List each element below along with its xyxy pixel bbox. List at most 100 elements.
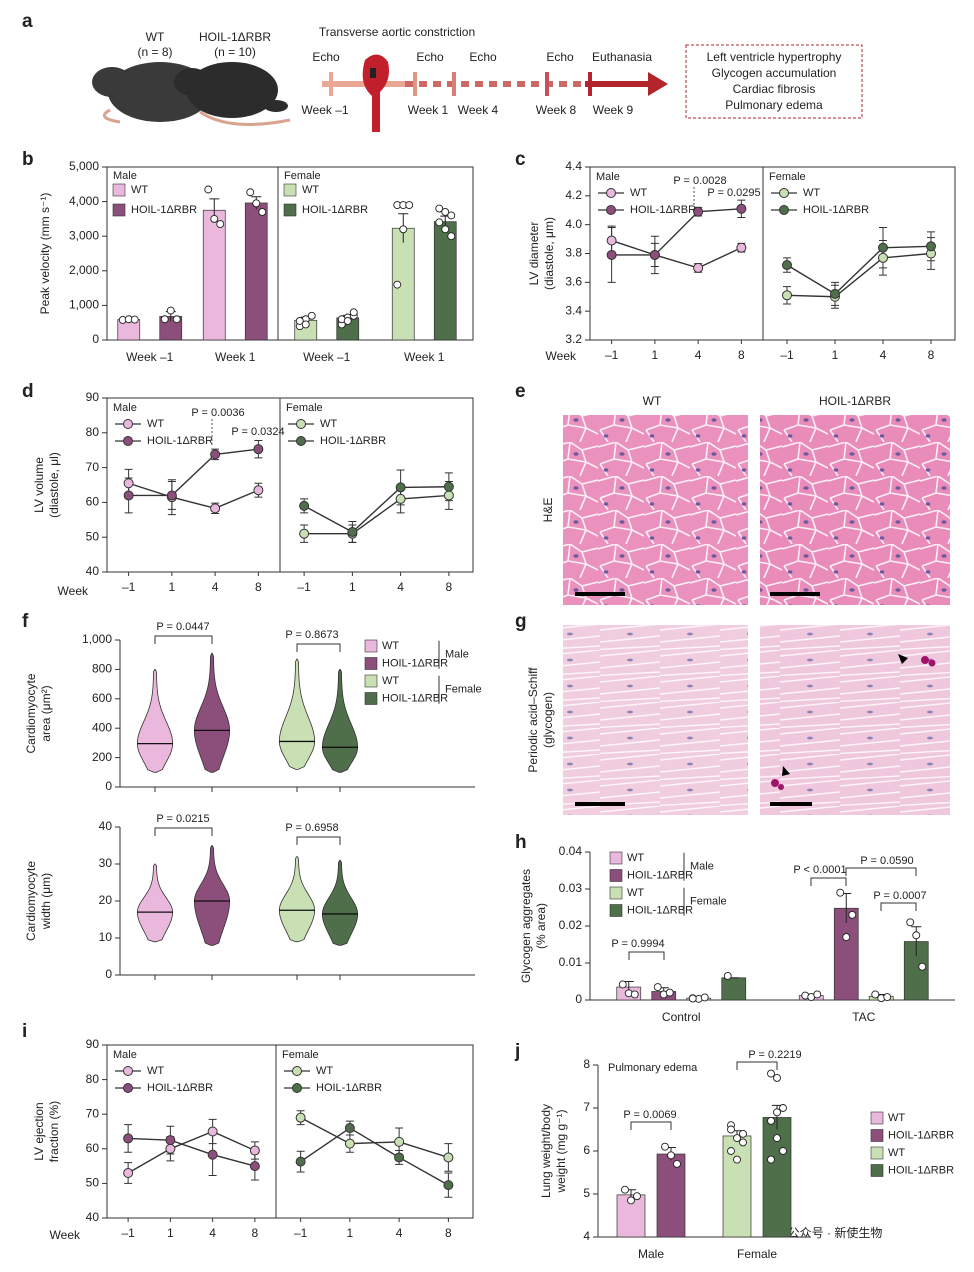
data-point xyxy=(258,208,267,216)
x-tick-label: –1 xyxy=(294,1226,308,1240)
panel-label: e xyxy=(515,381,526,402)
legend-label: WT xyxy=(382,675,399,687)
line-marker xyxy=(249,1145,260,1156)
data-point xyxy=(618,980,627,989)
data-point xyxy=(435,218,444,227)
line-series xyxy=(611,208,742,256)
procedure: Transverse aortic constriction xyxy=(319,25,475,39)
mouse-n: (n = 8) xyxy=(137,45,172,59)
data-point xyxy=(210,214,219,223)
line-marker xyxy=(299,500,310,511)
x-tick-label: 8 xyxy=(252,1226,259,1240)
legend-swatch xyxy=(870,1164,884,1177)
y-tick-label: 5 xyxy=(583,1186,590,1200)
legend-label: HOIL-1ΔRBR xyxy=(302,204,368,216)
x-tick-label: 4 xyxy=(695,348,702,362)
data-point xyxy=(172,315,181,324)
x-tick-label: 8 xyxy=(446,580,453,594)
legend-label: WT xyxy=(302,184,319,196)
x-tick-label: 8 xyxy=(445,1226,452,1240)
line-marker xyxy=(782,290,792,301)
y-tick-label: 200 xyxy=(92,750,112,764)
x-tick-label: 1 xyxy=(169,580,176,594)
y-tick-label: 50 xyxy=(86,1176,100,1190)
significance-bracket xyxy=(736,1061,778,1070)
data-point xyxy=(727,1125,735,1134)
y-tick-label: 800 xyxy=(92,662,112,676)
data-point xyxy=(836,888,845,897)
legend-marker xyxy=(123,436,133,446)
y-tick-label: 0 xyxy=(92,332,99,346)
data-point xyxy=(630,990,639,999)
legend-marker xyxy=(123,419,133,429)
y-tick-label: 0.03 xyxy=(559,881,583,895)
x-tick-label: –1 xyxy=(121,1226,135,1240)
line-marker xyxy=(123,1133,134,1144)
timeline-week: Week 9 xyxy=(593,103,634,117)
panel-label: j xyxy=(514,1041,520,1062)
legend-label: HOIL-1ΔRBR xyxy=(147,1082,213,1094)
legend-marker xyxy=(292,1066,302,1076)
data-point xyxy=(252,199,261,208)
histology-row-label: (glycogen) xyxy=(541,692,555,748)
data-point xyxy=(883,993,892,1001)
histology-column: WT xyxy=(643,394,662,408)
bar xyxy=(833,907,859,1001)
y-tick-label: 20 xyxy=(99,893,113,907)
timeline-week: Week 1 xyxy=(408,103,449,117)
y-axis-label: width (μm) xyxy=(39,873,53,930)
legend-marker xyxy=(606,188,616,198)
p-value: P = 0.9994 xyxy=(611,938,664,950)
line-series xyxy=(786,245,932,295)
legend-swatch xyxy=(112,203,126,217)
x-tick-label: –1 xyxy=(605,348,619,362)
p-value: P = 0.6958 xyxy=(285,822,338,834)
legend-label: HOIL-1ΔRBR xyxy=(627,904,693,916)
legend-label: HOIL-1ΔRBR xyxy=(888,1129,954,1141)
timeline-event: Echo xyxy=(546,50,574,64)
y-axis-label: LV diameter xyxy=(527,222,541,286)
y-tick-label: 70 xyxy=(86,460,100,474)
legend-swatch xyxy=(364,639,378,653)
data-point xyxy=(773,1134,781,1143)
timeline-week: Week 4 xyxy=(458,103,499,117)
legend-swatch xyxy=(364,692,378,705)
x-tick-label: Female xyxy=(737,1247,777,1261)
legend-group: Male xyxy=(690,861,714,873)
legend-label: WT xyxy=(147,418,164,430)
data-point xyxy=(667,1151,675,1160)
line-marker xyxy=(443,490,454,501)
line-series xyxy=(611,239,742,269)
bar xyxy=(656,1153,686,1238)
data-point xyxy=(435,204,444,213)
significance-bracket xyxy=(154,827,213,836)
line-marker xyxy=(395,493,406,504)
significance-bracket xyxy=(628,951,665,960)
y-tick-label: 30 xyxy=(99,856,113,870)
line-series xyxy=(127,1130,256,1174)
x-tick-label: 1 xyxy=(167,1226,174,1240)
x-tick-label: 4 xyxy=(396,1226,403,1240)
y-tick-label: 60 xyxy=(86,495,100,509)
timeline-event: Echo xyxy=(312,50,340,64)
p-value: P = 0.0324 xyxy=(231,426,284,438)
y-tick-label: 50 xyxy=(86,529,100,543)
line-marker xyxy=(782,260,792,271)
x-tick-label: 4 xyxy=(880,348,887,362)
legend-label: HOIL-1ΔRBR xyxy=(131,204,197,216)
violin xyxy=(321,859,359,946)
y-tick-label: 6 xyxy=(583,1143,590,1157)
legend-label: WT xyxy=(630,187,647,199)
line-series xyxy=(304,494,449,535)
legend-label: WT xyxy=(320,418,337,430)
legend-label: WT xyxy=(803,187,820,199)
y-tick-label: 3,000 xyxy=(69,228,99,242)
legend-swatch xyxy=(609,904,623,917)
legend-swatch xyxy=(283,183,297,197)
y-tick-label: 10 xyxy=(99,930,113,944)
violin xyxy=(278,658,316,770)
legend-group: Female xyxy=(690,896,727,908)
line-series xyxy=(128,1137,256,1167)
line-marker xyxy=(693,206,704,217)
legend-group: Female xyxy=(445,684,482,696)
